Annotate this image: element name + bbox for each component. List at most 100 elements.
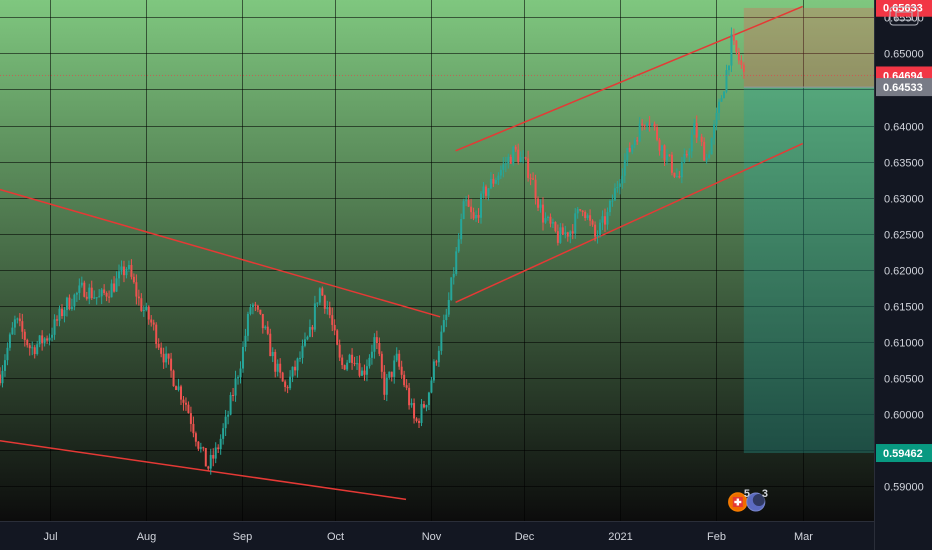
candle-body [415, 418, 418, 421]
candle-body [251, 304, 254, 308]
candle-body [720, 98, 723, 102]
candle-body [0, 374, 1, 384]
candle-body [494, 179, 497, 184]
trendline[interactable] [455, 142, 804, 304]
candle-body [576, 209, 579, 214]
candle-body [157, 343, 160, 348]
candle-body [591, 220, 594, 225]
candle-body [683, 153, 686, 163]
candle-body [378, 342, 381, 354]
price-label-box [876, 444, 932, 463]
stop-loss-zone[interactable] [743, 7, 874, 88]
candle-body [167, 353, 170, 359]
candle-body [291, 366, 294, 377]
candle-body [232, 395, 235, 397]
candle-body [269, 333, 272, 357]
plot-background [0, 0, 874, 521]
candle-body [368, 357, 371, 367]
trendline[interactable] [0, 439, 407, 501]
candle-body [678, 176, 681, 178]
trendline[interactable] [455, 5, 804, 152]
candle-body [241, 346, 244, 369]
candle-body [63, 310, 66, 317]
candle-body [222, 428, 225, 439]
candle-body [611, 200, 614, 202]
y-tick-label: 0.60000 [884, 410, 924, 422]
y-axis: 0.590000.595000.600000.605000.610000.615… [884, 13, 924, 494]
candle-body [353, 362, 356, 364]
candle-body [705, 157, 708, 161]
candle-body [504, 163, 507, 165]
short-position-tool[interactable] [743, 7, 874, 454]
candle-body [499, 169, 502, 176]
candle-body [599, 222, 602, 235]
moon-icon[interactable] [746, 492, 766, 512]
candle-body [256, 305, 259, 310]
candle-body [603, 216, 606, 225]
candle-body [365, 366, 368, 375]
candle-body [616, 186, 619, 189]
x-tick-label: 2021 [608, 531, 632, 543]
y-tick-label: 0.61000 [884, 338, 924, 350]
candle-body [432, 361, 435, 381]
y-tick-label: 0.62000 [884, 266, 924, 278]
candle-body [147, 306, 150, 320]
candle-body [175, 386, 178, 390]
candle-body [18, 318, 21, 322]
candle-body [447, 300, 450, 315]
x-axis-panel[interactable] [0, 521, 874, 550]
candle-body [673, 172, 676, 177]
candle-body [130, 264, 133, 277]
candle-body [150, 319, 153, 323]
candle-body [125, 268, 128, 276]
candle-body [475, 214, 478, 219]
y-tick-label: 0.63000 [884, 194, 924, 206]
candle-body [152, 322, 155, 325]
candle-body [732, 34, 735, 41]
candle-body [539, 204, 542, 208]
candle-body [51, 334, 54, 338]
candle-body [653, 123, 656, 128]
candle-body [75, 292, 78, 295]
trendline[interactable] [0, 187, 441, 318]
candle-body [308, 327, 311, 337]
candle-body [618, 183, 621, 187]
price-label: 0.59462 [883, 448, 923, 460]
candles [0, 27, 745, 475]
candle-body [237, 377, 240, 379]
candle-body [351, 354, 354, 363]
candle-body [450, 277, 453, 301]
candle-body [452, 273, 455, 278]
take-profit-zone[interactable] [743, 87, 874, 454]
candle-body [524, 157, 527, 159]
x-tick-label: Oct [327, 531, 344, 543]
candle-body [395, 353, 398, 361]
candle-body [410, 403, 413, 406]
candle-body [507, 156, 510, 164]
candle-body [527, 158, 530, 178]
candle-body [631, 145, 634, 152]
x-tick-label: Nov [422, 531, 442, 543]
candle-body [685, 153, 688, 156]
candle-body [122, 266, 125, 276]
trendlines[interactable] [0, 5, 804, 501]
candle-body [482, 186, 485, 194]
candle-body [145, 306, 148, 310]
candle-body [36, 344, 39, 355]
candle-body [100, 289, 103, 297]
price-label: 0.65633 [883, 3, 923, 15]
candle-body [651, 123, 654, 125]
candle-body [56, 319, 59, 321]
candle-body [110, 283, 113, 298]
candle-body [184, 402, 187, 405]
chart-settings-icon[interactable] [889, 6, 919, 26]
candle-body [460, 219, 463, 240]
candle-body [356, 363, 359, 365]
candle-body [38, 335, 41, 345]
moon-count: 3 [762, 488, 768, 500]
candle-body [388, 371, 391, 378]
y-tick-label: 0.61500 [884, 302, 924, 314]
